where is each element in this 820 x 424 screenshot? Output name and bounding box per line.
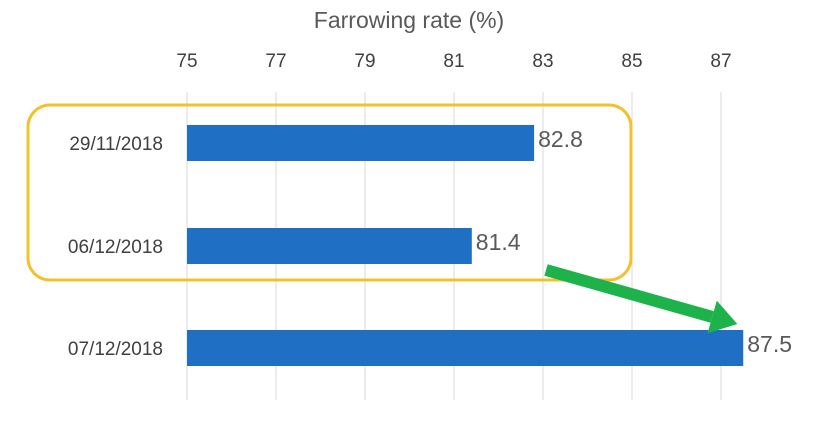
chart-title: Farrowing rate (%): [314, 7, 504, 33]
data-label: 81.4: [476, 229, 521, 255]
trend-arrow-head: [707, 300, 738, 334]
bar-07-12-2018: [187, 330, 744, 366]
bar-06-12-2018: [187, 228, 472, 264]
y-category-label: 06/12/2018: [68, 237, 163, 258]
category-labels: 29/11/2018 06/12/2018 07/12/2018: [68, 134, 163, 360]
data-label: 82.8: [538, 126, 583, 152]
x-tick-label-75: 75: [176, 51, 197, 72]
bar-29-11-2018: [187, 125, 535, 161]
data-labels: 82.8 81.4 87.5: [476, 126, 792, 357]
x-tick-label-87: 87: [710, 51, 731, 72]
y-category-label: 29/11/2018: [69, 134, 163, 155]
bars: [187, 125, 744, 366]
x-tick-label-77: 77: [265, 51, 286, 72]
x-tick-label-83: 83: [532, 51, 553, 72]
annotations: [26, 103, 738, 334]
trend-arrow-shaft: [544, 264, 714, 323]
x-tick-label-85: 85: [621, 51, 642, 72]
x-tick-label-81: 81: [443, 51, 464, 72]
data-label: 87.5: [747, 331, 792, 357]
y-category-label: 07/12/2018: [68, 339, 163, 360]
highlight-box: [26, 103, 633, 282]
tick-labels: 75 77 79 81 83 85 87: [176, 51, 731, 72]
x-tick-label-79: 79: [354, 51, 375, 72]
